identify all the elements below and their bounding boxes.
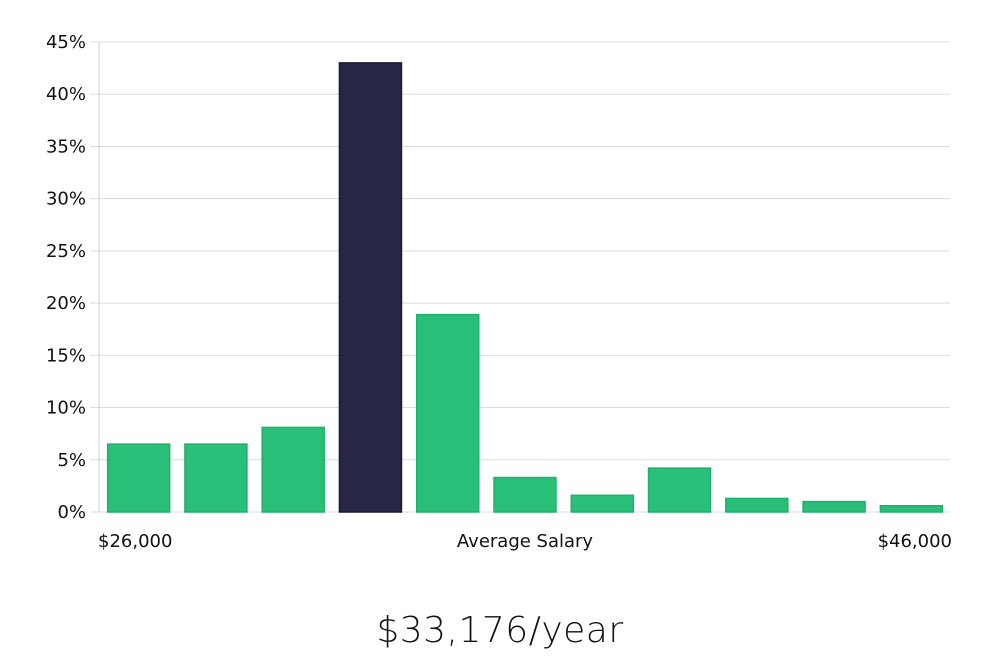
y-tick-label: 30% [46,189,86,210]
y-tick-label: 25% [46,241,86,262]
y-tick-label: 10% [46,398,86,419]
bar [570,494,635,513]
y-tick-label: 5% [57,450,86,471]
y-tick-label: 45% [46,32,86,53]
bar [415,313,480,513]
bar [802,500,866,513]
bars [106,62,944,513]
bar [879,504,944,513]
x-min-label: $26,000 [98,531,172,552]
y-axis-ticks: 0% 5% 10% 15% 20% 25% 30% 35% 40% 45% [46,32,86,523]
x-max-label: $46,000 [878,531,952,552]
bar [647,467,712,513]
average-salary-value: $33,176/year [376,610,624,651]
grid-lines [90,41,950,513]
bar [184,443,248,513]
bar [261,426,325,513]
y-tick-label: 0% [57,502,86,523]
bar-highlighted [338,62,403,513]
x-center-label: Average Salary [457,531,594,552]
y-tick-label: 20% [46,293,86,314]
y-tick-label: 15% [46,345,86,366]
bar [106,443,171,513]
y-tick-label: 40% [46,84,86,105]
bar [493,476,557,513]
y-tick-label: 35% [46,136,86,157]
bar [725,497,789,513]
salary-histogram: 0% 5% 10% 15% 20% 25% 30% 35% 40% 45% $26,000 Ave… [46,32,952,552]
